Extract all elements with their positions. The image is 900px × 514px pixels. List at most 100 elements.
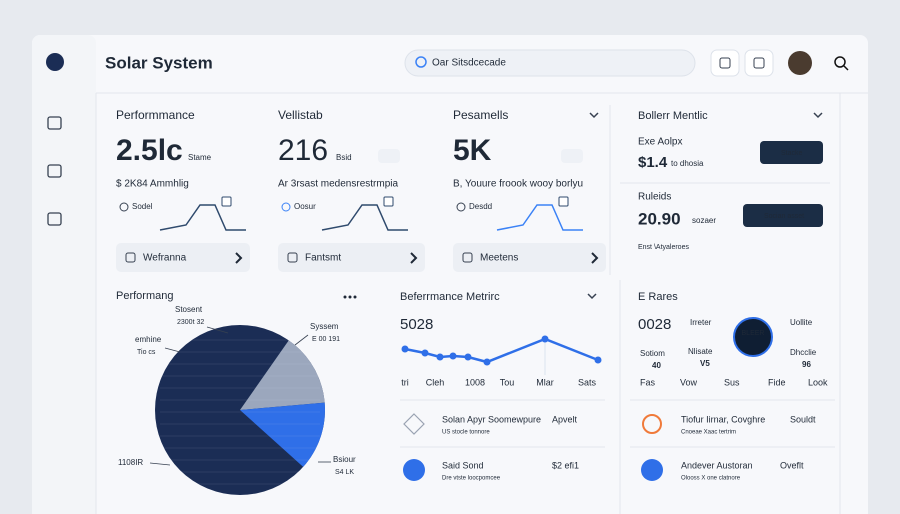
card-legend: Oosur [294,202,316,211]
list-subtitle: Olooss X one clatnore [681,476,741,482]
nav-icon [47,164,62,178]
action-button[interactable] [743,204,823,227]
window [32,35,868,514]
menu-dot [353,295,357,299]
stat-label: Dhcclie [790,348,817,357]
x-axis-label: Look [808,377,828,387]
list-title: Andever Austoran [681,460,753,470]
search-placeholder: Oar Sitsdcecade [432,58,506,69]
line-point [449,352,457,360]
list-title: Tiofur Iirnar, Covghre [681,414,765,424]
icon [753,57,765,69]
line-point [421,349,429,357]
sparkline-marker [383,196,394,207]
line-point [436,353,444,361]
stat-label: Irreter [690,318,712,327]
mini-button[interactable] [561,149,583,163]
badge [733,317,773,357]
card-button[interactable] [116,243,250,272]
button-label: Socian asset [764,213,804,220]
x-axis-label: Tou [500,377,515,387]
metric-value: $1.4 [638,154,668,171]
toolbar-button[interactable] [710,49,740,77]
pie-label-value: S4 LK [335,469,354,476]
list-amount: Souldt [790,414,816,424]
stat-value: 96 [802,360,811,369]
button-label: Wefranna [143,253,187,264]
legend-icon [281,202,291,212]
search-icon [415,56,427,68]
stat-value: V5 [700,359,710,368]
chevron [410,252,418,264]
list-amount: Apvelt [552,414,578,424]
menu-dot [343,295,347,299]
x-axis-label: Fas [640,377,656,387]
pie-label: 1108IR [118,458,143,467]
card-value: 216 [278,134,328,167]
leader-line [294,334,309,346]
panel-title: E Rares [638,291,678,303]
chevron [235,252,243,264]
x-axis-label: Fide [768,377,786,387]
sparkline [496,204,583,231]
card-legend: Sodel [132,202,153,211]
card-legend: Desdd [469,202,492,211]
sparkline [159,204,246,231]
stat-label: Sotiom [640,349,665,358]
list-subtitle: US stocle tonnore [442,430,490,436]
list-title: Solan Apyr Soomewpure [442,414,541,424]
panel-value: 0028 [638,316,671,333]
panel-title: Beferrmance Metrirc [400,291,500,303]
list-subtitle: Dre vtste loocpomcee [442,476,501,482]
pie-label-value: 2300t 32 [177,319,204,326]
search-box[interactable] [404,49,696,77]
card-detail: B, Youure froook wooy borlyu [453,179,583,190]
list-icon [403,459,425,481]
line-point [483,358,491,366]
legend-icon [119,202,129,212]
nav-icon [47,212,62,226]
card-unit: Stame [188,153,212,162]
list-icon [403,413,425,435]
leader-line [149,462,171,466]
sparkline-marker [558,196,569,207]
link[interactable]: Enst \Atyaleroes [638,244,689,251]
stat-value: 40 [652,361,661,370]
x-axis-label: Cleh [426,377,445,387]
avatar [788,51,812,75]
chevron [587,293,597,300]
app-title: Solar System [105,53,213,72]
chevron [813,112,823,119]
metric-unit: sozaer [692,216,716,225]
sparkline [321,204,408,231]
action-button[interactable] [760,141,823,164]
menu-dot [348,295,352,299]
card-title: Pesamells [453,108,508,122]
toolbar-button[interactable] [744,49,774,77]
card-title: Vellistab [278,108,323,122]
icon [719,57,731,69]
card-unit: Bsid [336,153,352,162]
sparkline-marker [221,196,232,207]
pie-label: emhine [135,335,162,344]
card-button[interactable] [453,243,606,272]
pie-label-value: E 00 191 [312,336,340,343]
metric-value: 20.90 [638,209,681,228]
line-point [464,353,472,361]
card-button[interactable] [278,243,425,272]
list-subtitle: Cnoeae Xaac tertrim [681,430,736,436]
metric-label: Exe Aolpx [638,137,682,148]
button-label: Stacke [781,150,803,157]
x-axis-label: tri [401,377,409,387]
pie-slice [240,402,325,467]
x-axis-label: Sus [724,377,740,387]
x-axis-label: Sats [578,377,597,387]
leader-line [206,326,229,334]
icon [125,252,136,263]
list-amount: Oveflt [780,460,804,470]
sidebar [32,35,96,514]
metric-unit: to dhosia [671,159,704,168]
button-label: Meetens [480,253,518,264]
mini-button[interactable] [378,149,400,163]
